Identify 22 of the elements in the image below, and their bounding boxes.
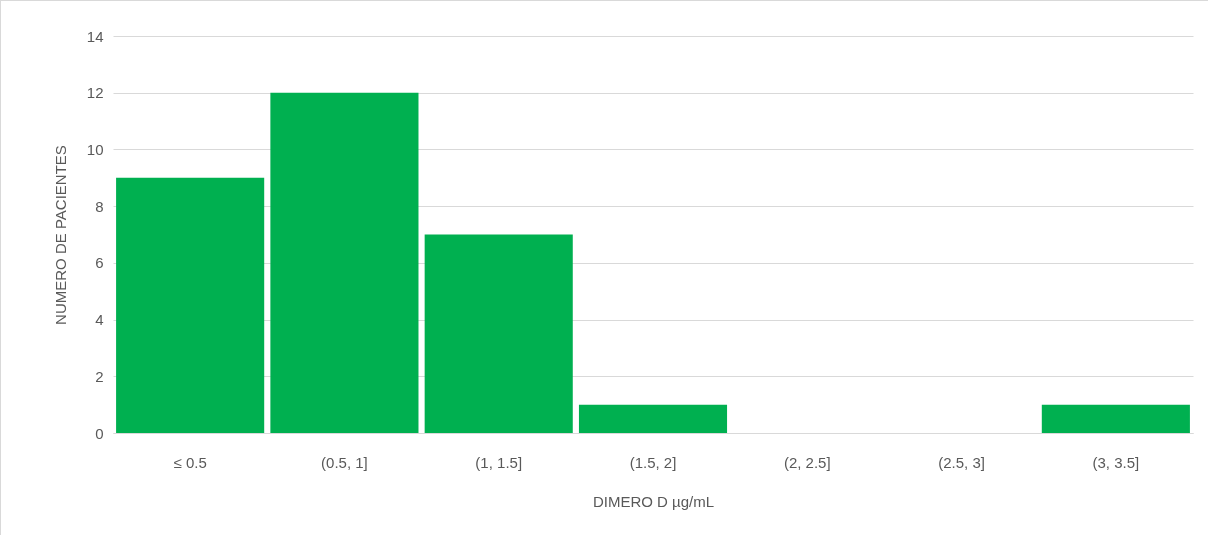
x-tick-label: (1.5, 2] [629,453,677,471]
bar [578,404,728,433]
y-axis-title: NUMERO DE PACIENTES [51,145,69,325]
bar [116,177,265,433]
x-tick-label: (3, 3.5] [1092,453,1140,471]
x-tick-label: ≤ 0.5 [173,453,207,471]
bar [424,234,573,433]
bar [270,92,419,433]
y-tick-label: 8 [95,197,104,215]
x-tick-label: (1, 1.5] [475,453,523,471]
y-tick-label: 10 [86,140,104,158]
x-tick-label: (2.5, 3] [938,453,985,471]
y-tick-label: 4 [95,311,104,329]
y-tick-label: 0 [95,424,104,442]
x-tick-label: (0.5, 1] [321,453,368,471]
x-axis-title: DIMERO D µg/mL [592,492,715,510]
bar [1041,404,1190,433]
y-tick-label: 2 [95,367,104,385]
x-tick-label: (2, 2.5] [783,453,831,471]
y-tick-label: 14 [86,27,104,45]
y-tick-label: 6 [95,254,104,272]
y-tick-label: 12 [86,84,104,102]
